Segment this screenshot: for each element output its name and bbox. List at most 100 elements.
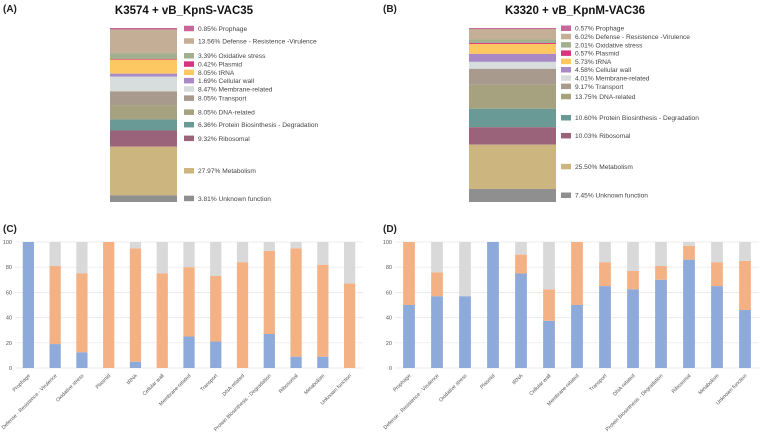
bar-segment-orange: [236, 262, 249, 368]
bar-segment-orange: [627, 270, 639, 290]
stack-segment: [110, 73, 177, 77]
legend-label: 2.01% Oxidative stress: [575, 42, 643, 49]
bar-segment-blue: [290, 356, 302, 368]
bar-segment-blue: [317, 356, 329, 368]
legend-swatch: [184, 86, 194, 92]
y-tick-label: 20: [6, 341, 12, 347]
legend-label: 6.36% Protein Biosinthesis - Degradation: [198, 122, 319, 129]
bar-segment-blue: [49, 344, 61, 368]
legend-label: 4.01% Membrane-related: [575, 75, 650, 82]
stack-segment: [110, 130, 177, 147]
bar-segment-gray: [263, 242, 275, 251]
y-tick-label: 0: [389, 366, 392, 372]
bar-segment-gray: [236, 242, 249, 263]
y-tick-label: 40: [386, 316, 392, 322]
bar-segment-gray: [183, 242, 195, 268]
bar-segment-blue: [403, 305, 415, 368]
x-tick-label: Ribosomal: [671, 373, 693, 395]
bar-segment-gray: [317, 242, 329, 265]
x-tick-label: Prophage: [12, 373, 32, 393]
legend-label: 1.69% Cellular wall: [198, 78, 255, 85]
bar-segment-orange: [76, 273, 88, 353]
bar-segment-orange: [683, 245, 695, 260]
x-tick-label: Ribosomal: [278, 373, 300, 395]
bar-segment-orange: [655, 265, 667, 280]
stack-segment: [469, 144, 556, 190]
bar-segment-gray: [599, 242, 611, 263]
bar-segment-gray: [543, 242, 555, 290]
bar-segment-gray: [129, 242, 142, 249]
bar-segment-blue: [210, 341, 222, 368]
y-tick-label: 0: [9, 366, 12, 372]
bar-segment-orange: [711, 262, 723, 287]
stack-segment: [110, 58, 177, 60]
bar-segment-blue: [571, 305, 583, 368]
y-tick-label: 20: [386, 341, 392, 347]
bar-segment-gray: [49, 242, 61, 266]
stack-segment: [469, 127, 556, 145]
stack-segment: [110, 195, 177, 202]
stack-segment: [110, 76, 177, 92]
stack-segment: [469, 61, 556, 69]
bar-segment-gray: [431, 242, 443, 273]
legend-label: 7.45% Unknown function: [575, 193, 648, 200]
y-tick-label: 80: [6, 265, 12, 271]
stack-segment: [110, 119, 177, 131]
stack-segment: [469, 84, 556, 109]
y-tick-label: 40: [6, 316, 12, 322]
bar-segment-blue: [263, 333, 275, 368]
x-tick-label: Cellular wall: [142, 373, 166, 397]
stack-segment: [110, 29, 177, 54]
panel-label: (B): [383, 4, 397, 15]
legend-label: 10.60% Protein Biosinthesis - Degradatio…: [575, 115, 699, 122]
bar-segment-blue: [543, 320, 555, 368]
legend-label: 0.57% Plasmid: [575, 51, 619, 58]
bar-segment-blue: [711, 286, 723, 368]
legend-label: 3.39% Oxidative stress: [198, 53, 266, 60]
x-tick-label: Plasmid: [479, 373, 496, 390]
legend-label: 4.58% Cellular wall: [575, 67, 632, 74]
bar-segment-gray: [683, 242, 695, 246]
y-tick-label: 60: [6, 290, 12, 296]
bar-segment-blue: [683, 259, 695, 368]
legend-label: 8.05% Transport: [198, 96, 247, 103]
legend-swatch: [184, 69, 194, 76]
bar-segment-gray: [343, 242, 356, 284]
legend-label: 3.81% Unknown function: [198, 196, 271, 203]
bar-segment-orange: [156, 273, 168, 368]
legend-swatch: [184, 121, 194, 128]
x-tick-label: Defense - Resistence - Virulence: [383, 373, 441, 431]
legend-label: 9.32% Ribosomal: [198, 136, 250, 143]
stack-segment: [469, 39, 556, 43]
legend-swatch: [561, 83, 571, 90]
stack-segment: [469, 28, 556, 40]
bar-segment-gray: [711, 242, 723, 263]
stack-segment: [110, 59, 177, 74]
x-tick-label: Protein Biosinthesis - Degradation: [213, 373, 273, 433]
x-tick-label: Protein Biosinthesis - Degradation: [605, 373, 665, 433]
chart-title: K3320 + vB_KpnM-VAC36: [505, 5, 645, 17]
chart-title: K3574 + vB_KpnS-VAC35: [115, 5, 254, 17]
legend-swatch: [184, 38, 194, 44]
stack-segment: [469, 28, 556, 29]
bar-segment-gray: [739, 242, 751, 261]
bar-segment-orange: [317, 264, 329, 357]
x-tick-label: Oxidative stress: [55, 373, 86, 404]
legend-label: 5.73% tRNA: [575, 59, 612, 66]
legend-swatch: [561, 192, 571, 199]
x-tick-label: DNA-related: [612, 373, 637, 398]
bar-segment-orange: [210, 276, 222, 342]
bar-segment-orange: [290, 248, 302, 357]
x-tick-label: Defense - Resistence - Virulence: [1, 373, 59, 431]
stack-segment: [469, 53, 556, 62]
bar-segment-orange: [515, 254, 527, 274]
bar-segment-orange: [599, 262, 611, 287]
legend-swatch: [184, 135, 194, 142]
x-tick-label: tRNA: [126, 373, 139, 386]
legend-swatch: [184, 109, 194, 115]
x-tick-label: Unknown function: [715, 373, 748, 406]
bar-segment-blue: [183, 336, 195, 368]
y-tick-label: 100: [3, 240, 12, 246]
x-tick-label: Oxidative stress: [438, 373, 469, 404]
